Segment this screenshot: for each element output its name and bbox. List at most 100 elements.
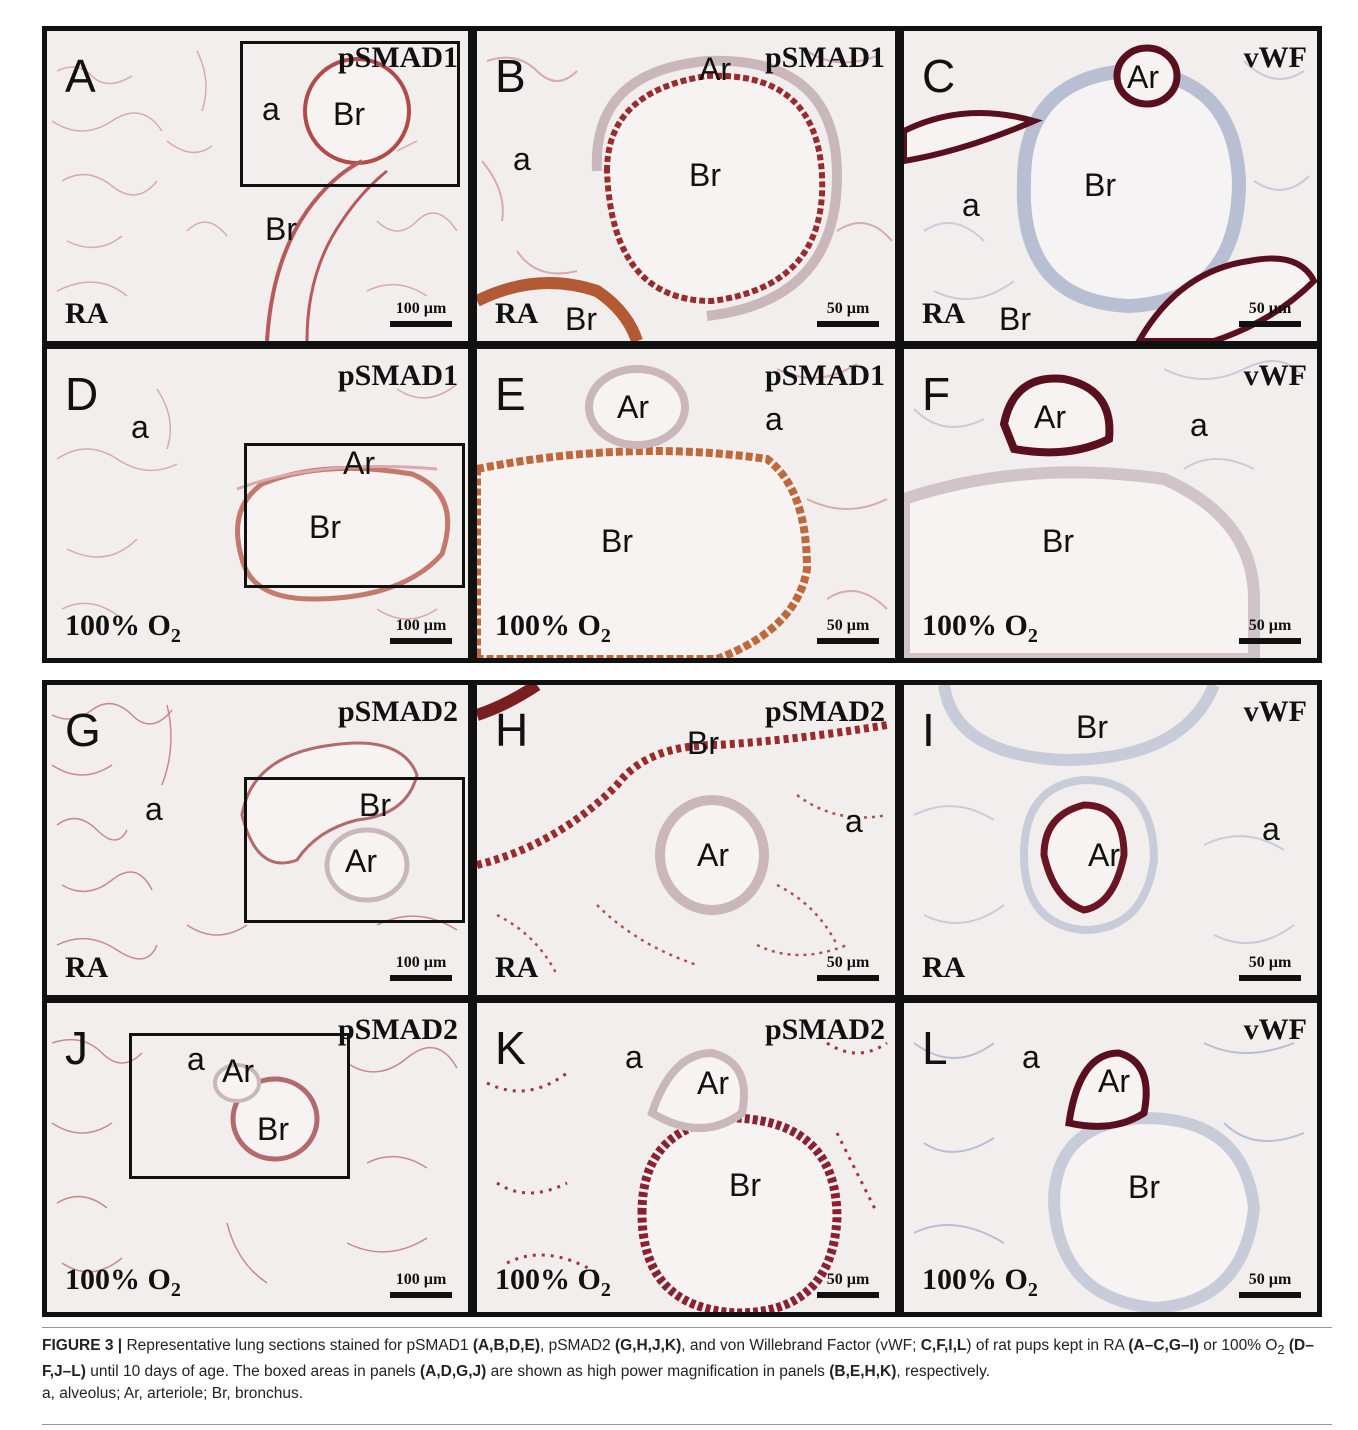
label-alveolus: a bbox=[131, 409, 149, 445]
stain-label: vWF bbox=[1243, 41, 1307, 74]
micrograph-K bbox=[486, 1041, 888, 1312]
label-arteriole: Ar bbox=[699, 51, 731, 87]
micrograph-J bbox=[51, 1038, 458, 1284]
panel-letter: D bbox=[65, 368, 99, 420]
label-bronchus: Br bbox=[687, 725, 719, 761]
scale-bar: 100 µm bbox=[390, 955, 452, 981]
panel-F: F vWF Ar a Br 100% O2 50 µm bbox=[904, 349, 1317, 658]
label-alveolus: a bbox=[187, 1041, 205, 1077]
label-alveolus: a bbox=[513, 141, 531, 177]
panel-letter: H bbox=[495, 704, 529, 756]
condition-label: RA bbox=[922, 951, 966, 984]
inset-box-D bbox=[244, 443, 465, 588]
micrograph-G bbox=[51, 702, 458, 960]
label-arteriole: Ar bbox=[343, 445, 375, 481]
panel-letter: A bbox=[65, 50, 96, 102]
label-bronchus: Br bbox=[333, 96, 365, 132]
condition-label: 100% O2 bbox=[922, 1263, 1038, 1301]
label-bronchus: Br bbox=[1128, 1169, 1160, 1205]
caption-rule bbox=[42, 1327, 1332, 1328]
label-arteriole: Ar bbox=[697, 837, 729, 873]
stain-label: vWF bbox=[1243, 1013, 1307, 1046]
panel-J: J pSMAD2 a Ar Br 100% O2 100 µm bbox=[47, 1003, 468, 1312]
label-bronchus: Br bbox=[359, 787, 391, 823]
figure-group-pSMAD2: G pSMAD2 a Br Ar RA 100 µm H pSMAD2 Br a… bbox=[42, 680, 1322, 1317]
micrograph-H bbox=[477, 685, 888, 976]
scale-bar: 50 µm bbox=[817, 301, 879, 327]
label-bronchus: Br bbox=[1084, 167, 1116, 203]
micrograph-D bbox=[56, 383, 458, 620]
stain-label: vWF bbox=[1243, 695, 1307, 728]
panel-letter: C bbox=[922, 50, 956, 102]
stain-label: pSMAD1 bbox=[764, 41, 885, 74]
condition-label: RA bbox=[922, 297, 966, 330]
panel-L: L vWF a Ar Br 100% O2 50 µm bbox=[904, 1003, 1317, 1312]
scale-bar: 50 µm bbox=[1239, 1272, 1301, 1298]
label-alveolus: a bbox=[765, 401, 783, 437]
label-bronchus: Br bbox=[999, 301, 1031, 337]
label-bronchus: Br bbox=[565, 301, 597, 337]
label-alveolus: a bbox=[845, 803, 863, 839]
label-bronchus: Br bbox=[309, 509, 341, 545]
label-arteriole: Ar bbox=[1127, 59, 1159, 95]
label-arteriole: Ar bbox=[222, 1053, 254, 1089]
label-alveolus: a bbox=[962, 187, 980, 223]
figure-group-pSMAD1: A pSMAD1 a Br Br RA 100 µm B pSMAD1 Ar a… bbox=[42, 26, 1322, 663]
panel-letter: K bbox=[495, 1022, 526, 1074]
scale-bar: 50 µm bbox=[1239, 955, 1301, 981]
label-bronchus: Br bbox=[1076, 709, 1108, 745]
condition-label: RA bbox=[495, 951, 539, 984]
scale-bar: 50 µm bbox=[817, 955, 879, 981]
scale-bar: 100 µm bbox=[390, 301, 452, 327]
scale-bar: 100 µm bbox=[390, 1272, 452, 1298]
panel-D: D pSMAD1 a Ar Br 100% O2 100 µm bbox=[47, 349, 468, 658]
condition-label: 100% O2 bbox=[65, 1263, 181, 1301]
panel-K: K pSMAD2 a Ar Br 100% O2 50 µm bbox=[477, 1003, 895, 1312]
panel-A: A pSMAD1 a Br Br RA 100 µm bbox=[47, 31, 468, 341]
label-arteriole: Ar bbox=[1034, 399, 1066, 435]
scale-bar: 50 µm bbox=[817, 618, 879, 644]
figure-caption: FIGURE 3 | Representative lung sections … bbox=[42, 1337, 1314, 1403]
scale-bar: 50 µm bbox=[817, 1272, 879, 1298]
label-alveolus: a bbox=[262, 91, 280, 127]
label-alveolus: a bbox=[1190, 407, 1208, 443]
panel-letter: J bbox=[65, 1022, 88, 1074]
condition-label: RA bbox=[65, 297, 109, 330]
scale-bar: 100 µm bbox=[390, 618, 452, 644]
label-arteriole: Ar bbox=[345, 843, 377, 879]
micrograph-E bbox=[477, 363, 888, 658]
label-bronchus: Br bbox=[257, 1111, 289, 1147]
panel-E: E pSMAD1 Ar a Br 100% O2 50 µm bbox=[477, 349, 895, 658]
condition-label: 100% O2 bbox=[65, 609, 181, 647]
inset-box-J bbox=[129, 1033, 350, 1179]
panel-H: H pSMAD2 Br a Ar RA 50 µm bbox=[477, 685, 895, 995]
panel-letter: F bbox=[922, 368, 951, 420]
condition-label: RA bbox=[65, 951, 109, 984]
label-alveolus: a bbox=[1262, 811, 1280, 847]
micrograph-C bbox=[904, 44, 1317, 341]
micrograph-L bbox=[913, 1042, 1305, 1312]
micrograph-F bbox=[904, 360, 1305, 658]
panel-I: I vWF Br a Ar RA 50 µm bbox=[904, 685, 1317, 995]
condition-label: 100% O2 bbox=[495, 609, 611, 647]
panel-C: C vWF Ar Br a Br RA 50 µm bbox=[904, 31, 1317, 341]
condition-label: RA bbox=[495, 297, 539, 330]
panel-letter: B bbox=[495, 50, 526, 102]
panel-letter: G bbox=[65, 704, 101, 756]
label-arteriole: Ar bbox=[1098, 1063, 1130, 1099]
label-bronchus: Br bbox=[689, 157, 721, 193]
condition-label: 100% O2 bbox=[495, 1263, 611, 1301]
inset-box-A bbox=[240, 41, 460, 187]
stain-label: pSMAD2 bbox=[764, 695, 885, 728]
inset-box-G bbox=[244, 777, 465, 923]
panel-letter: L bbox=[922, 1022, 948, 1074]
panel-letter: E bbox=[495, 368, 526, 420]
stain-label: vWF bbox=[1243, 359, 1307, 392]
label-alveolus: a bbox=[1022, 1039, 1040, 1075]
stain-label: pSMAD1 bbox=[764, 359, 885, 392]
stain-label: pSMAD2 bbox=[337, 695, 458, 728]
label-alveolus: a bbox=[145, 791, 163, 827]
label-bronchus: Br bbox=[601, 523, 633, 559]
label-arteriole: Ar bbox=[697, 1065, 729, 1101]
panel-G: G pSMAD2 a Br Ar RA 100 µm bbox=[47, 685, 468, 995]
